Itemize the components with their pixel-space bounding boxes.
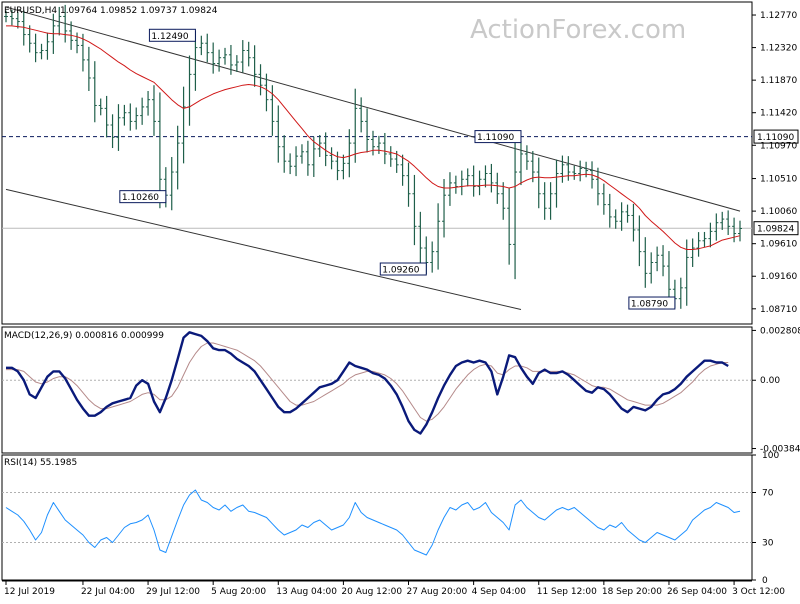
time-tick-label: 26 Sep 04:00 <box>667 587 727 597</box>
price-panel-title: EURUSD,H4 1.09764 1.09852 1.09737 1.0982… <box>4 6 218 16</box>
price-tick-label: 1.09610 <box>760 240 797 250</box>
price-panel-frame <box>1 1 753 325</box>
price-bars <box>4 4 742 309</box>
price-annotation-box <box>628 296 676 310</box>
price-annotation: 1.09260 <box>382 266 419 276</box>
macd-panel-title: MACD(12,26,9) 0.000816 0.000999 <box>4 331 164 341</box>
price-annotation-box <box>119 190 167 204</box>
price-tick-label: 1.11870 <box>760 76 797 86</box>
rsi-tick-label: 0 <box>762 576 768 586</box>
panel-frames <box>1 1 753 582</box>
trend-line <box>5 6 741 212</box>
rsi-tick-label: 30 <box>762 539 774 549</box>
moving-average <box>6 25 741 250</box>
time-tick-label: 22 Jul 04:00 <box>81 587 135 597</box>
price-tick-label: 1.11420 <box>760 109 797 119</box>
rsi-line <box>5 489 741 556</box>
gridlines <box>2 136 752 543</box>
price-annotation: 1.10260 <box>122 193 159 203</box>
price-annotation-box <box>474 130 522 144</box>
resistance-price-label: 1.11090 <box>757 133 794 143</box>
price-tick-label: 1.10510 <box>760 175 797 185</box>
moving-average-line <box>6 25 741 250</box>
price-tick-label: 1.12320 <box>760 44 797 54</box>
price-annotation-box <box>379 262 427 276</box>
price-annotation: 1.08790 <box>631 300 668 310</box>
price-annotation: 1.12490 <box>151 32 188 42</box>
macd-tick-label: 0.002808 <box>760 326 800 336</box>
rsi-panel-title: RSI(14) 55.1985 <box>4 458 77 468</box>
time-tick-label: 27 Aug 20:00 <box>407 587 468 597</box>
time-tick-label: 11 Sep 12:00 <box>537 587 597 597</box>
price-tick-label: 1.09160 <box>760 272 797 282</box>
current-price-label-box <box>753 221 799 236</box>
macd-signal-line <box>6 342 729 422</box>
macd-panel-frame <box>1 326 753 454</box>
time-tick-label: 13 Aug 04:00 <box>276 587 337 597</box>
rsi-panel-frame <box>1 454 753 581</box>
current-price-label: 1.09824 <box>757 225 794 235</box>
axes: 1.12770 1.12320 1.11870 1.11420 1.10970 1.105… <box>4 11 800 597</box>
chart-labels: 1.12490 1.10260 1.09260 1.11090 1.08790 1.110… <box>119 28 799 310</box>
rsi-tick-label: 100 <box>762 451 779 461</box>
macd-tick-label: 0.00 <box>760 376 780 386</box>
macd-lines <box>6 331 729 435</box>
trend-channel <box>5 6 741 311</box>
macd-tick-label: -0.003848 <box>760 445 800 455</box>
macd-main-line <box>6 331 729 435</box>
time-tick-label: 29 Jul 12:00 <box>146 587 200 597</box>
price-tick-label: 1.10970 <box>760 141 797 151</box>
price-tick-label: 1.08710 <box>760 305 797 315</box>
price-tick-label: 1.10060 <box>760 207 797 217</box>
trend-line <box>5 188 522 311</box>
rsi-tick-label: 70 <box>762 489 774 499</box>
price-annotation-box <box>148 28 196 42</box>
price-annotation: 1.11090 <box>477 133 514 143</box>
time-tick-label: 4 Sep 04:00 <box>472 587 527 597</box>
rsi-lines <box>5 489 741 556</box>
time-tick-label: 20 Aug 12:00 <box>341 587 402 597</box>
time-tick-label: 3 Oct 12:00 <box>732 587 785 597</box>
price-tick-label: 1.12770 <box>760 11 797 21</box>
time-tick-label: 5 Aug 20:00 <box>211 587 266 597</box>
resistance-price-label-box <box>753 129 799 144</box>
time-tick-label: 18 Sep 20:00 <box>602 587 662 597</box>
watermark: ActionForex.com <box>470 15 686 45</box>
time-tick-label: 12 Jul 2019 <box>4 587 55 597</box>
